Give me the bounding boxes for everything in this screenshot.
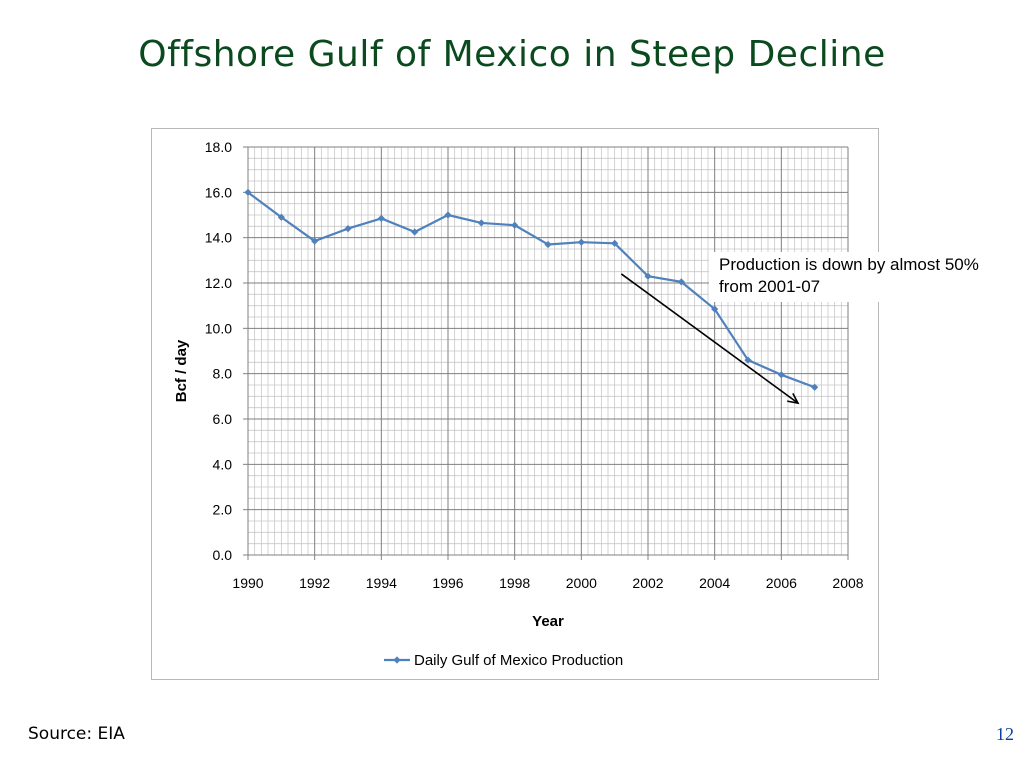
slide-title: Offshore Gulf of Mexico in Steep Decline <box>138 34 886 75</box>
data-point <box>611 239 619 247</box>
slide-number: 12 <box>996 724 1014 744</box>
data-point <box>411 228 419 236</box>
data-point <box>777 371 785 379</box>
data-point <box>344 225 352 233</box>
x-tick-label: 2008 <box>832 575 863 591</box>
x-tick-label: 2006 <box>766 575 797 591</box>
decline-annotation: Production is down by almost 50% from 20… <box>709 252 994 302</box>
y-tick-label: 16.0 <box>205 184 232 200</box>
data-point <box>577 238 585 246</box>
y-tick-label: 14.0 <box>205 230 232 246</box>
y-tick-label: 6.0 <box>213 411 233 427</box>
trend-arrow-head <box>787 393 800 405</box>
data-point <box>644 272 652 280</box>
y-tick-label: 18.0 <box>205 139 232 155</box>
y-tick-label: 8.0 <box>213 366 233 382</box>
x-axis-title: Year <box>532 613 564 630</box>
y-tick-label: 2.0 <box>213 502 233 518</box>
source-credit: Source: EIA <box>28 724 125 744</box>
trend-arrow-layer <box>620 273 800 405</box>
x-tick-label: 2000 <box>566 575 597 591</box>
data-point <box>244 188 252 196</box>
grid-layer <box>247 146 849 556</box>
x-tick-label: 2004 <box>699 575 730 591</box>
data-point <box>511 221 519 229</box>
x-tick-label: 2002 <box>632 575 663 591</box>
legend-marker <box>393 656 401 664</box>
legend-label: Daily Gulf of Mexico Production <box>414 652 623 669</box>
x-tick-label: 1990 <box>232 575 263 591</box>
y-axis-title: Bcf / day <box>173 339 190 402</box>
data-point <box>477 219 485 227</box>
axis-layer: 0.0 2.0 4.0 6.0 8.0 10.0 12.0 14.0 16.0 18.0 1990 1… <box>173 139 864 630</box>
data-point <box>377 214 385 222</box>
y-tick-label: 10.0 <box>205 320 232 336</box>
x-tick-label: 1994 <box>366 575 397 591</box>
data-point <box>444 211 452 219</box>
y-tick-label: 4.0 <box>213 456 233 472</box>
x-tick-label: 1998 <box>499 575 530 591</box>
data-point <box>711 305 719 313</box>
y-tick-label: 0.0 <box>213 547 233 563</box>
x-tick-label: 1996 <box>432 575 463 591</box>
production-line-chart: 0.0 2.0 4.0 6.0 8.0 10.0 12.0 14.0 16.0 18.0 1990 1… <box>173 139 864 669</box>
trend-arrow-shaft <box>620 273 799 404</box>
data-point <box>811 383 819 391</box>
chart-frame: 0.0 2.0 4.0 6.0 8.0 10.0 12.0 14.0 16.0 18.0 1990 1… <box>151 128 879 680</box>
x-tick-label: 1992 <box>299 575 330 591</box>
legend: Daily Gulf of Mexico Production <box>384 652 623 669</box>
y-tick-label: 12.0 <box>205 275 232 291</box>
series-line <box>247 191 816 389</box>
data-point <box>744 356 752 364</box>
data-point <box>544 240 552 249</box>
